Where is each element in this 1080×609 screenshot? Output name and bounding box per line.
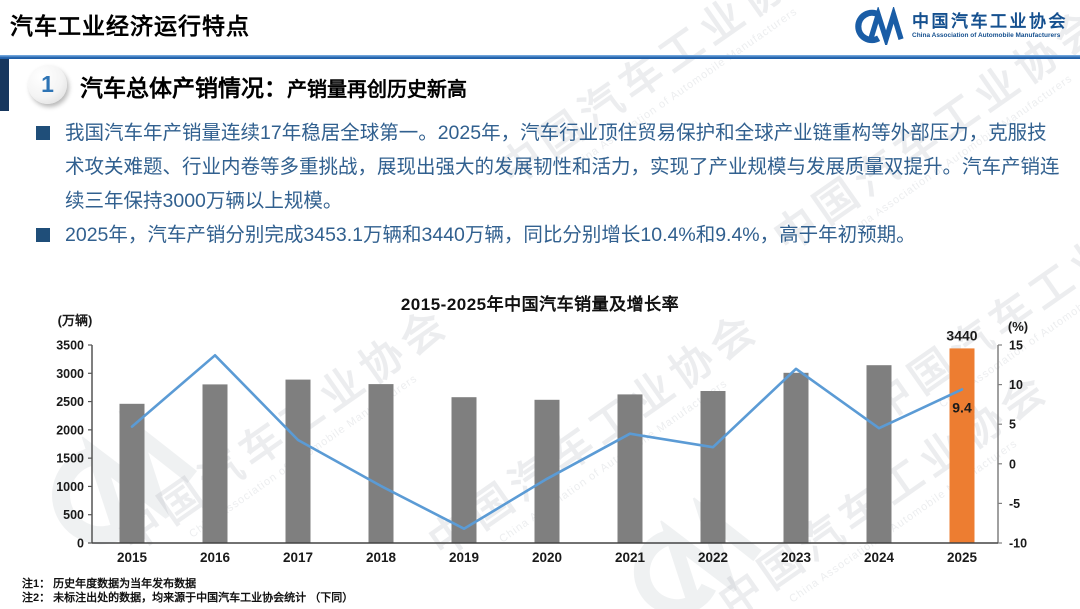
year-label: 2015: [117, 550, 148, 565]
year-label: 2024: [864, 550, 895, 565]
section-heading-sub: 产销量再创历史新高: [287, 79, 467, 101]
year-label: 2018: [366, 550, 397, 565]
bullet-text: 2025年，汽车产销分别完成3453.1万辆和3440万辆，同比分别增长10.4…: [65, 224, 916, 246]
bar-2025: [949, 348, 975, 543]
bullet-item: 我国汽车年产销量连续17年稳居全球第一。2025年，汽车行业顶住贸易保护和全球产…: [36, 116, 1064, 218]
note-line: 注1： 历史年度数据为当年发布数据: [22, 578, 197, 590]
year-label: 2019: [449, 550, 479, 565]
section-heading: 汽车总体产销情况：产销量再创历史新高: [80, 69, 467, 103]
section-number-badge: 1: [28, 65, 67, 104]
bar-2022: [700, 391, 726, 543]
bullet-text: 我国汽车年产销量连续17年稳居全球第一。2025年，汽车行业顶住贸易保护和全球产…: [65, 122, 1060, 212]
left-tick-label: 1500: [56, 452, 84, 466]
footnotes: 注1： 历史年度数据为当年发布数据 注2： 未标注出处的数据，均来源于中国汽车工…: [22, 577, 353, 605]
caam-logo-mark-icon: [855, 7, 904, 45]
chart-plot-area: 0 500 1000 1500 2000 2500 3000 3500 -10 -5 0 5 10 15 (…: [56, 313, 1028, 565]
year-label: 2016: [200, 550, 231, 565]
logo-name-en: China Association of Automobile Manufact…: [912, 32, 1061, 40]
bullet-square-icon: [36, 126, 50, 140]
bar-2023: [783, 372, 809, 543]
caam-logo: 中国汽车工业协会 China Association of Automobile…: [847, 7, 1068, 45]
bullet-item: 2025年，汽车产销分别完成3453.1万辆和3440万辆，同比分别增长10.4…: [36, 218, 1064, 252]
left-tick-label: 1000: [56, 480, 84, 494]
bar-value-label: 3440: [946, 327, 977, 343]
bar-2018: [368, 384, 394, 543]
right-tick-label: -5: [1009, 497, 1020, 511]
axis-unit-left: (万辆): [58, 313, 93, 328]
bar-2015: [119, 403, 145, 543]
right-tick-label: -10: [1009, 537, 1027, 551]
left-tick-label: 0: [77, 537, 84, 551]
header-divider: [0, 55, 1080, 59]
right-tick-label: 15: [1009, 339, 1023, 353]
logo-name-cn: 中国汽车工业协会: [912, 12, 1068, 32]
caam-logo-text: 中国汽车工业协会 China Association of Automobile…: [912, 12, 1068, 39]
left-tick-label: 3000: [56, 367, 84, 381]
section-heading-main: 汽车总体产销情况：: [80, 75, 287, 101]
growth-rate-line: [130, 354, 964, 530]
bullet-square-icon: [36, 228, 50, 242]
bar-2021: [617, 394, 643, 543]
left-tick-label: 2000: [56, 423, 84, 437]
year-label: 2017: [283, 550, 313, 565]
year-label: 2020: [532, 550, 562, 565]
left-tick-label: 500: [63, 508, 84, 522]
year-label: 2023: [781, 550, 812, 565]
year-label: 2022: [698, 550, 728, 565]
right-tick-label: 5: [1009, 418, 1016, 432]
note-line: 注2： 未标注出处的数据，均来源于中国汽车工业协会统计 （下同）: [22, 592, 354, 604]
chart-title: 2015-2025年中国汽车销量及增长率: [400, 295, 680, 314]
axis-unit-right: (%): [1008, 319, 1028, 334]
right-tick-label: 0: [1009, 457, 1016, 471]
bar-2016: [202, 384, 228, 543]
sales-growth-chart: 2015-2025年中国汽车销量及增长率 0 500 1000 1500 2000 250…: [35, 288, 1045, 588]
right-tick-label: 10: [1009, 378, 1023, 392]
bar-2020: [534, 399, 560, 543]
section-accent-bar: [0, 59, 9, 111]
year-label: 2025: [947, 550, 978, 565]
bullet-list: 我国汽车年产销量连续17年稳居全球第一。2025年，汽车行业顶住贸易保护和全球产…: [36, 116, 1064, 252]
page-title: 汽车工业经济运行特点: [10, 13, 250, 39]
left-tick-label: 2500: [56, 395, 84, 409]
year-label: 2021: [615, 550, 646, 565]
bar-2019: [451, 397, 477, 543]
bar-2024: [866, 365, 892, 543]
line-value-label: 9.4: [952, 399, 972, 415]
left-tick-label: 3500: [56, 339, 84, 353]
bar-2017: [285, 379, 311, 543]
